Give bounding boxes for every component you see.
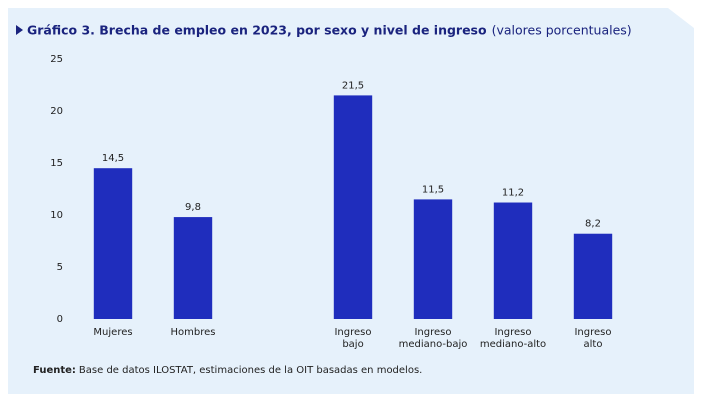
value-label: 8,2 xyxy=(585,219,601,230)
chart-subtitle: (valores porcentuales) xyxy=(492,23,632,38)
y-tick-label: 20 xyxy=(50,106,63,117)
bar xyxy=(173,217,213,319)
x-tick-label: Hombres xyxy=(170,327,216,338)
x-tick-label: Ingreso alto xyxy=(574,327,612,350)
source-text: Base de datos ILOSTAT, estimaciones de l… xyxy=(79,365,422,376)
x-tick-label: Ingreso mediano-bajo xyxy=(398,327,468,350)
y-tick-label: 15 xyxy=(50,158,63,169)
x-tick-label: Mujeres xyxy=(93,327,133,338)
title-marker xyxy=(16,25,23,35)
value-label: 11,5 xyxy=(422,184,444,195)
value-label: 14,5 xyxy=(102,153,124,164)
chart-title: Gráfico 3. Brecha de empleo en 2023, por… xyxy=(27,23,487,38)
bar xyxy=(413,199,453,319)
bar xyxy=(573,233,613,319)
value-label: 21,5 xyxy=(342,80,364,91)
x-tick-label: Ingreso mediano-alto xyxy=(479,327,547,350)
source-label: Fuente: xyxy=(33,365,76,376)
y-tick-label: 10 xyxy=(50,210,63,221)
y-tick-label: 25 xyxy=(50,54,63,65)
bar xyxy=(93,168,133,319)
x-tick-label: Ingreso bajo xyxy=(334,327,372,350)
y-tick-label: 5 xyxy=(57,262,63,273)
value-label: 9,8 xyxy=(185,202,201,213)
bar xyxy=(333,95,373,320)
bar xyxy=(493,202,533,319)
y-tick-label: 0 xyxy=(57,314,63,325)
value-label: 11,2 xyxy=(502,188,524,199)
